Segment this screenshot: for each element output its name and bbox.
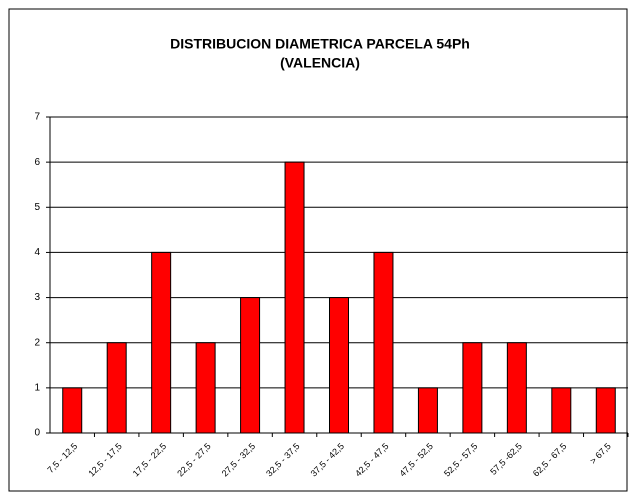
bar [151,251,172,434]
y-tick-label: 2 [34,337,40,348]
bar [284,161,305,434]
bar [595,387,616,434]
bar [62,387,83,434]
bar [106,342,127,434]
chart-title: DISTRIBUCION DIAMETRICA PARCELA 54Ph [170,36,470,52]
y-tick-label: 1 [34,382,40,393]
y-tick-label: 4 [34,247,40,258]
chart-frame [8,8,628,492]
y-tick-label: 5 [34,202,40,213]
bar [506,342,527,434]
bar [329,297,349,434]
bar [195,342,216,434]
chart-subtitle: (VALENCIA) [280,55,360,71]
bar [551,387,572,434]
y-tick-label: 7 [34,112,40,123]
bar [373,251,394,434]
bar [417,387,438,434]
y-tick-label: 6 [34,157,40,168]
bar [240,297,261,434]
y-tick-label: 3 [34,292,40,303]
bar [462,342,483,434]
y-tick-label: 0 [34,428,40,439]
